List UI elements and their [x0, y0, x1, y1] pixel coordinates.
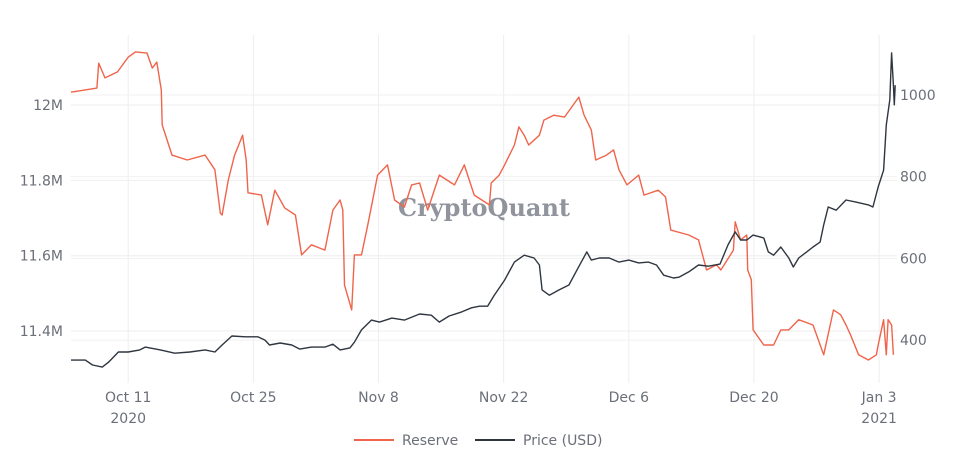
series-lines — [70, 51, 896, 368]
y-axis-right: 1000 800 600 400 — [900, 88, 936, 349]
x-tick-label: Dec 6 — [609, 390, 650, 406]
y-left-tick-label: 12M — [33, 98, 63, 114]
x-tick-year: 2021 — [861, 411, 897, 427]
x-tick-year: 2020 — [110, 411, 146, 427]
x-tick-label: Nov 22 — [479, 390, 529, 406]
y-left-tick-label: 11.6M — [20, 249, 63, 265]
legend-label-reserve[interactable]: Reserve — [402, 433, 458, 449]
y-right-tick-label: 600 — [900, 251, 927, 267]
y-left-tick-label: 11.8M — [20, 173, 63, 189]
y-right-tick-label: 800 — [900, 170, 927, 186]
y-left-tick-label: 11.4M — [20, 324, 63, 340]
x-tick-label: Nov 8 — [358, 390, 399, 406]
y-axis-left: 12M 11.8M 11.6M 11.4M — [20, 98, 63, 340]
y-right-tick-label: 400 — [900, 333, 927, 349]
series-line-reserve — [70, 51, 895, 361]
x-tick-label: Dec 20 — [729, 390, 778, 406]
gridlines — [71, 35, 897, 383]
x-axis: Oct 11 2020 Oct 25 Nov 8 Nov 22 Dec 6 Dec 20 Ja… — [105, 390, 897, 427]
x-tick-label: Jan 3 — [861, 390, 897, 406]
series-line-price — [71, 52, 896, 368]
y-right-tick-label: 1000 — [900, 88, 936, 104]
legend-label-price[interactable]: Price (USD) — [523, 433, 602, 449]
x-tick-label: Oct 25 — [230, 390, 276, 406]
legend[interactable]: Reserve Price (USD) — [354, 433, 602, 449]
x-tick-label: Oct 11 — [105, 390, 151, 406]
